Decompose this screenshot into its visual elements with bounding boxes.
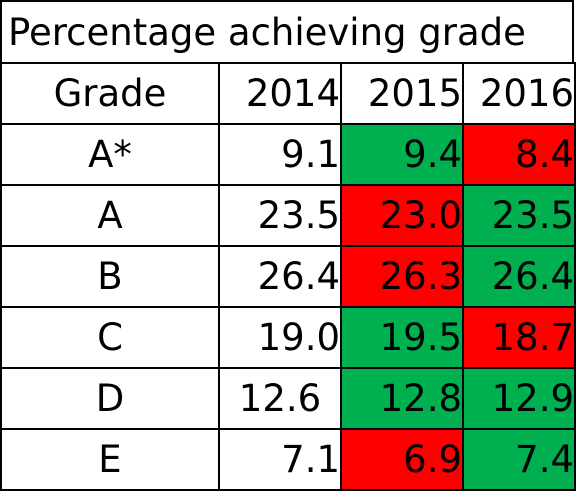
value-cell-2015: 6.9	[340, 428, 464, 491]
header-row: Grade 2014 2015 2016	[0, 62, 576, 125]
grade-label-cell: C	[0, 306, 220, 369]
value-cell-2016: 12.9	[462, 367, 576, 430]
table-title: Percentage achieving grade	[0, 0, 574, 64]
value-cell-2014: 23.5	[218, 184, 342, 247]
value-cell-2014: 19.0	[218, 306, 342, 369]
value-cell-2015: 9.4	[340, 123, 464, 186]
column-header-grade: Grade	[0, 62, 220, 125]
grade-label-cell: D	[0, 367, 220, 430]
grade-table: Grade 2014 2015 2016 A* 9.1 9.4 8.4 A 23.5 23.…	[0, 62, 576, 491]
column-header-2015: 2015	[340, 62, 464, 125]
column-header-2016: 2016	[462, 62, 576, 125]
value-cell-2014: 9.1	[218, 123, 342, 186]
value-cell-2016: 7.4	[462, 428, 576, 491]
value-cell-2015: 26.3	[340, 245, 464, 308]
table-row: C 19.0 19.5 18.7	[0, 306, 576, 369]
table-row: A 23.5 23.0 23.5	[0, 184, 576, 247]
value-cell-2014: 12.6	[218, 367, 342, 430]
table-row: A* 9.1 9.4 8.4	[0, 123, 576, 186]
grade-label-cell: A	[0, 184, 220, 247]
value-cell-2016: 18.7	[462, 306, 576, 369]
value-cell-2016: 8.4	[462, 123, 576, 186]
grade-label-cell: E	[0, 428, 220, 491]
value-cell-2015: 12.8	[340, 367, 464, 430]
grade-label-cell: A*	[0, 123, 220, 186]
table-row: D 12.6 12.8 12.9	[0, 367, 576, 430]
table-row: B 26.4 26.3 26.4	[0, 245, 576, 308]
table-row: E 7.1 6.9 7.4	[0, 428, 576, 491]
value-cell-2016: 26.4	[462, 245, 576, 308]
value-cell-2015: 19.5	[340, 306, 464, 369]
value-cell-2015: 23.0	[340, 184, 464, 247]
value-cell-2014: 26.4	[218, 245, 342, 308]
value-cell-2016: 23.5	[462, 184, 576, 247]
column-header-2014: 2014	[218, 62, 342, 125]
value-cell-2014: 7.1	[218, 428, 342, 491]
grade-label-cell: B	[0, 245, 220, 308]
